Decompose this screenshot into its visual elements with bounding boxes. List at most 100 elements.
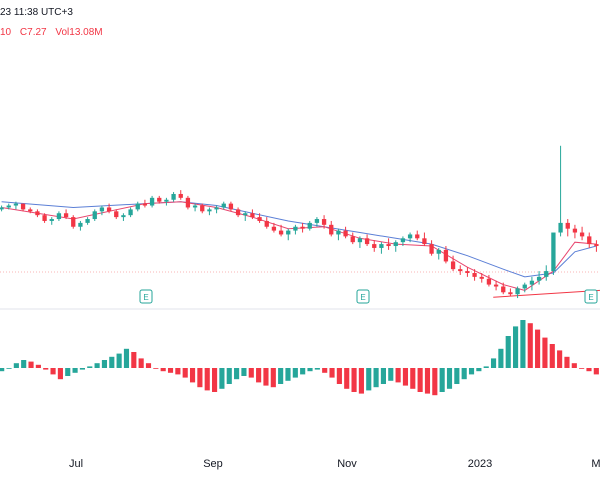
histogram-bar [329, 368, 335, 378]
histogram-bar [79, 368, 85, 370]
histogram-bar [65, 368, 71, 376]
histogram-bar [314, 368, 320, 370]
candle-body [207, 209, 212, 212]
candle-body [13, 203, 19, 206]
histogram-bar [476, 368, 482, 372]
histogram-bar [586, 368, 592, 372]
histogram-bar [490, 358, 497, 368]
candle-body [364, 238, 370, 245]
candle-body [214, 207, 219, 210]
histogram-bar [204, 368, 210, 391]
candle-body [42, 215, 47, 221]
candle-body [393, 242, 398, 247]
moving-average-fast-line [1, 201, 597, 291]
candle-body [185, 197, 191, 208]
candle-body [85, 219, 90, 223]
candle-body [450, 261, 456, 270]
histogram-bar [402, 368, 409, 386]
histogram-bar [424, 368, 431, 394]
histogram-bar [131, 352, 137, 368]
candle-body [429, 244, 434, 254]
histogram-bar [263, 368, 269, 386]
candle-body [515, 288, 520, 295]
histogram-bar [109, 356, 115, 368]
histogram-bar [366, 368, 372, 391]
candle-body [307, 222, 312, 229]
candle-body [587, 236, 592, 245]
earnings-icon: E [360, 293, 365, 302]
histogram-bar [35, 364, 41, 368]
candle-body [544, 271, 549, 277]
candle-body [565, 222, 570, 229]
candle-body [443, 249, 449, 262]
candle-body [250, 213, 255, 218]
histogram-bar [336, 368, 342, 384]
candle-body [336, 230, 341, 235]
histogram-bar [461, 368, 467, 380]
histogram-bar [432, 368, 438, 396]
earnings-marker-1[interactable]: E [139, 289, 153, 304]
earnings-marker-2[interactable]: E [356, 289, 370, 304]
candle-body [329, 224, 334, 235]
histogram-bar [167, 368, 174, 373]
histogram-bar [322, 368, 328, 373]
candle-body [465, 271, 470, 274]
histogram-bar [123, 348, 130, 368]
candle-body [278, 230, 284, 235]
candle-body [436, 249, 441, 254]
earnings-icon-frame [356, 289, 370, 304]
histogram-bar [358, 368, 364, 394]
earnings-marker-3[interactable]: E [584, 289, 598, 304]
time-axis-label: Nov [337, 458, 357, 470]
histogram-bar [153, 368, 159, 369]
candle-body [379, 244, 384, 248]
histogram-bar [520, 320, 526, 368]
candle-body [99, 207, 105, 212]
earnings-icon: E [143, 293, 148, 302]
time-axis-label: M [591, 458, 600, 470]
histogram-bar [549, 344, 555, 368]
candle-body [415, 234, 420, 239]
candle-body [522, 284, 527, 289]
histogram-bar [175, 368, 181, 375]
histogram-bar [241, 368, 247, 376]
candle-body [579, 232, 585, 237]
candle-body [458, 269, 463, 272]
ohlc-legend: 10 C7.27 Vol13.08M [0, 27, 109, 38]
candle-body [343, 230, 348, 237]
candle-body [92, 211, 97, 220]
histogram-bar [234, 368, 240, 380]
candle-body [508, 292, 513, 295]
candle-body [314, 219, 320, 223]
candle-body [257, 217, 262, 221]
histogram-bar [0, 368, 5, 372]
histogram-bar [344, 368, 350, 389]
histogram-bar [13, 363, 19, 368]
histogram-bar [138, 358, 144, 368]
candle-body [529, 280, 535, 285]
histogram-bar [226, 368, 232, 384]
candle-body [293, 226, 298, 231]
candle-body [271, 226, 277, 231]
candle-body [200, 205, 205, 212]
candle-body [63, 213, 69, 218]
candle-body [493, 284, 499, 287]
histogram-bar [21, 360, 27, 368]
candle-body [128, 209, 133, 216]
candle-body [486, 278, 492, 285]
candle-body [149, 197, 155, 206]
histogram-bar [446, 368, 453, 389]
candle-body [71, 217, 76, 227]
candle-body [407, 234, 413, 239]
histogram-bar [417, 368, 423, 392]
candle-body [243, 213, 248, 216]
candle-body [472, 273, 477, 277]
histogram-bar [439, 368, 445, 392]
candle-body [6, 205, 11, 208]
candle-body [422, 238, 427, 245]
histogram-bar [28, 361, 34, 368]
histogram-bar [454, 368, 460, 384]
candle-body [479, 276, 484, 279]
candle-body [228, 203, 234, 210]
